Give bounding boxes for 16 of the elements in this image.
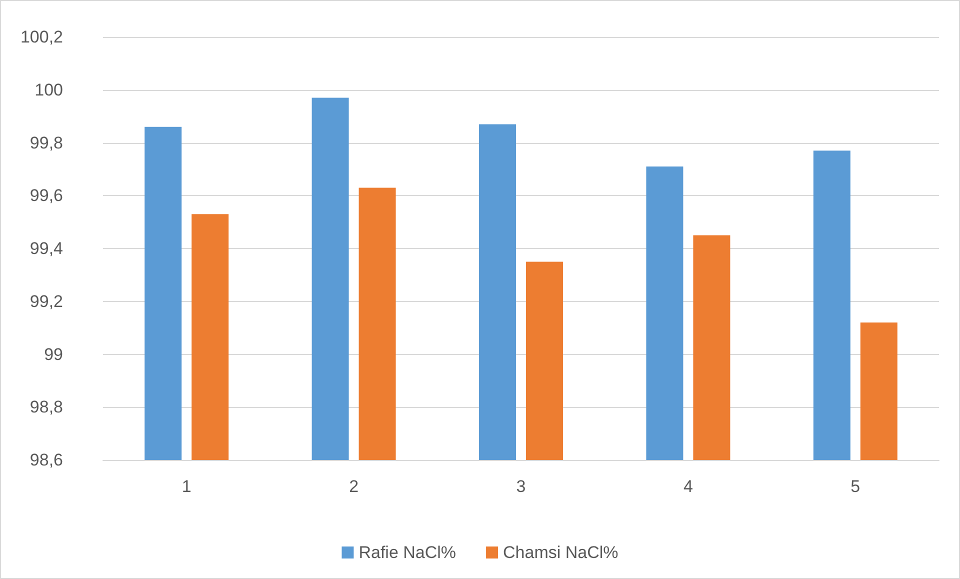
x-tick-label: 1 [182,477,192,496]
x-tick-label: 5 [850,477,860,496]
legend-label: Chamsi NaCl% [503,543,618,562]
y-tick-label: 99,4 [30,239,63,258]
y-tick-label: 100,2 [20,28,63,46]
x-tick-label: 2 [349,477,359,496]
x-tick-label: 4 [683,477,693,496]
y-tick-label: 98,6 [30,450,63,470]
y-tick-label: 99,2 [30,292,63,311]
y-tick-label: 99,8 [30,133,63,152]
legend-label: Rafie NaCl% [358,543,456,562]
x-tick-label: 3 [516,477,526,496]
y-tick-label: 99 [44,344,63,364]
y-tick-label: 99,6 [30,186,63,206]
y-tick-label: 98,8 [30,398,63,417]
y-tick-label: 100 [34,80,63,100]
